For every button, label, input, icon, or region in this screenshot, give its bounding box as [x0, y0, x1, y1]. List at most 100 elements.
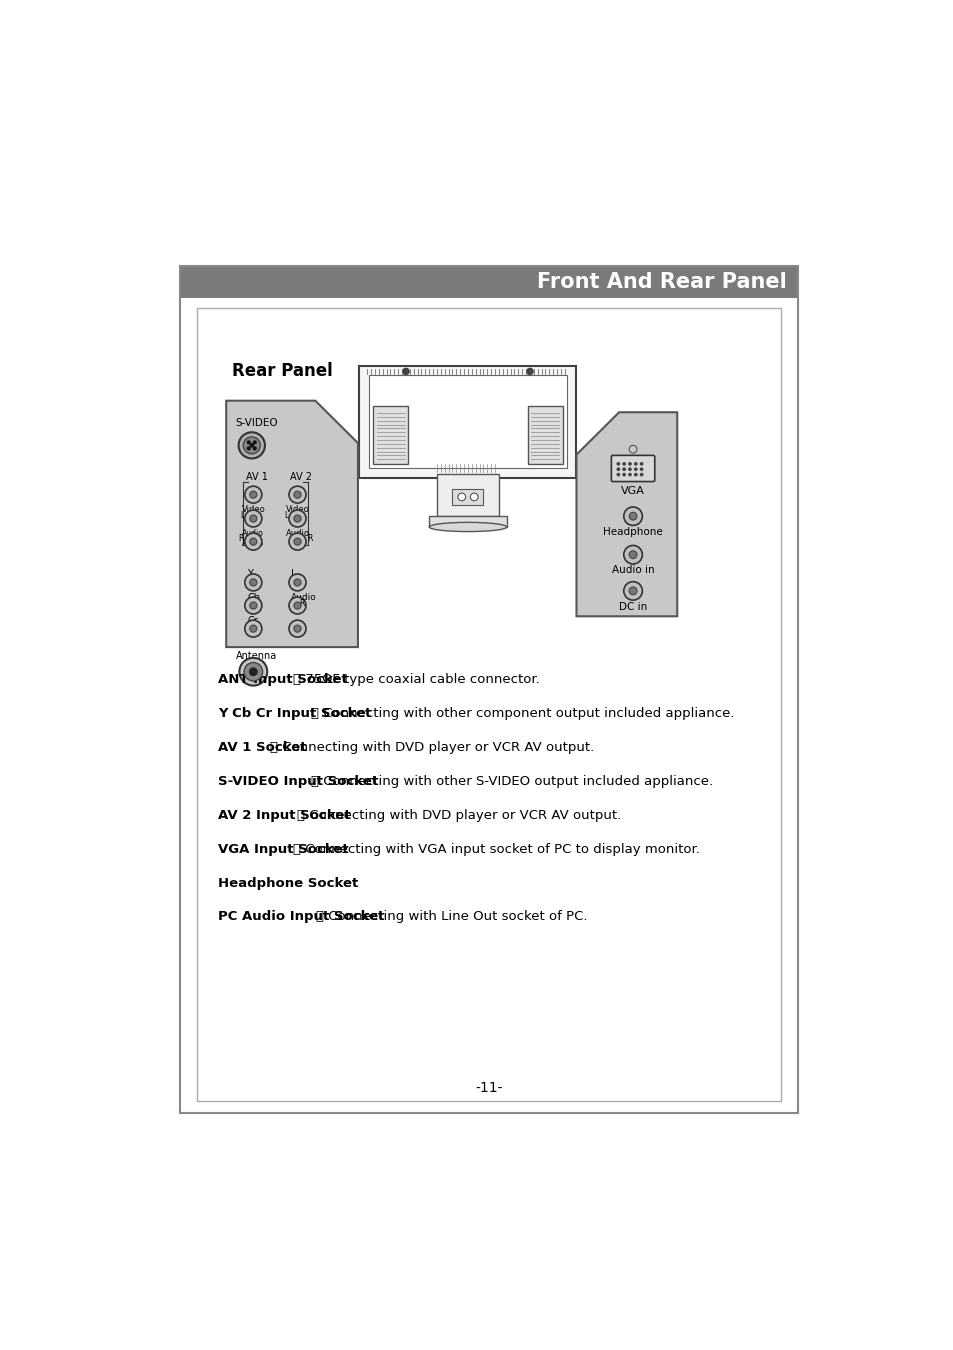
Bar [179, 266, 798, 298]
Text: L: L [239, 510, 244, 520]
Circle shape [244, 663, 262, 680]
Circle shape [294, 579, 301, 586]
Circle shape [250, 491, 256, 498]
Circle shape [294, 491, 301, 498]
FancyBboxPatch shape [611, 455, 654, 482]
Text: ： Connecting with VGA input socket of PC to display monitor.: ： Connecting with VGA input socket of PC… [293, 842, 699, 856]
Text: AV 2 Input Socket: AV 2 Input Socket [218, 809, 351, 822]
Circle shape [250, 625, 256, 632]
Circle shape [402, 369, 409, 374]
Text: ANT Input Socket: ANT Input Socket [218, 674, 348, 686]
Circle shape [245, 574, 261, 591]
Text: Headphone: Headphone [602, 526, 662, 537]
Circle shape [245, 620, 261, 637]
Circle shape [634, 474, 637, 475]
Text: L: L [291, 568, 296, 579]
Text: VGA Input Socket: VGA Input Socket [218, 842, 349, 856]
Text: Audio: Audio [291, 593, 316, 602]
Text: Y: Y [247, 568, 253, 579]
Text: S-VIDEO Input Socket: S-VIDEO Input Socket [218, 775, 378, 788]
Circle shape [250, 539, 256, 545]
Circle shape [250, 444, 253, 447]
Circle shape [639, 463, 642, 464]
Circle shape [245, 533, 261, 549]
Circle shape [457, 493, 465, 501]
Text: ： Connecting with DVD player or VCR AV output.: ： Connecting with DVD player or VCR AV o… [297, 809, 621, 822]
Circle shape [622, 474, 624, 475]
Text: Headphone Socket: Headphone Socket [218, 876, 358, 890]
Circle shape [245, 486, 261, 504]
Circle shape [617, 468, 618, 470]
Circle shape [250, 514, 256, 522]
Text: ： Connecting with other S-VIDEO output included appliance.: ： Connecting with other S-VIDEO output i… [311, 775, 713, 788]
Circle shape [470, 493, 477, 501]
Text: AV 2: AV 2 [290, 471, 312, 482]
Text: Audio in: Audio in [611, 566, 654, 575]
Ellipse shape [429, 522, 506, 532]
Circle shape [294, 514, 301, 522]
Circle shape [250, 602, 256, 609]
Polygon shape [226, 401, 357, 647]
Bar [373, 406, 408, 464]
Circle shape [289, 486, 306, 504]
Circle shape [629, 551, 637, 559]
Circle shape [289, 620, 306, 637]
Text: Audio
AV1/S: Audio AV1/S [242, 528, 264, 548]
Circle shape [243, 437, 260, 454]
Bar [452, 489, 483, 505]
Circle shape [238, 432, 265, 459]
Text: Video: Video [285, 505, 309, 513]
Circle shape [239, 657, 267, 686]
Text: DC in: DC in [618, 602, 646, 612]
Bar [429, 516, 506, 526]
Circle shape [526, 369, 533, 374]
Circle shape [247, 447, 250, 450]
Circle shape [289, 597, 306, 614]
Text: Front And Rear Panel: Front And Rear Panel [537, 273, 785, 292]
Circle shape [245, 597, 261, 614]
Text: Audio: Audio [285, 528, 309, 537]
Text: Y Cb Cr Input Socket: Y Cb Cr Input Socket [218, 707, 372, 720]
Circle shape [622, 468, 624, 470]
Circle shape [289, 533, 306, 549]
Circle shape [253, 441, 256, 444]
Text: S-VIDEO: S-VIDEO [235, 417, 278, 428]
Circle shape [294, 539, 301, 545]
Bar [527, 406, 562, 464]
Circle shape [634, 468, 637, 470]
Text: -11-: -11- [475, 1080, 502, 1095]
Text: AV 1 Socket: AV 1 Socket [218, 741, 307, 755]
Text: R: R [298, 599, 304, 609]
Circle shape [628, 474, 631, 475]
Text: ： Connecting with DVD player or VCR AV output.: ： Connecting with DVD player or VCR AV o… [270, 741, 593, 755]
Text: Antenna: Antenna [235, 651, 276, 661]
Circle shape [629, 512, 637, 520]
Circle shape [294, 602, 301, 609]
Circle shape [294, 625, 301, 632]
Bar [196, 308, 781, 1102]
Text: AV 1: AV 1 [245, 471, 267, 482]
Circle shape [628, 463, 631, 464]
Bar [179, 266, 798, 1112]
Circle shape [639, 468, 642, 470]
Text: VGA: VGA [620, 486, 644, 497]
Circle shape [247, 441, 250, 444]
Text: Rear Panel: Rear Panel [232, 362, 332, 381]
Text: Video: Video [241, 505, 265, 513]
Polygon shape [576, 412, 677, 617]
Circle shape [629, 587, 637, 595]
Circle shape [617, 463, 618, 464]
Bar [436, 474, 498, 516]
Text: ： 75ΩF type coaxial cable connector.: ： 75ΩF type coaxial cable connector. [293, 674, 539, 686]
Text: Cr: Cr [247, 617, 257, 626]
Bar [369, 375, 567, 468]
Circle shape [623, 508, 641, 525]
Circle shape [249, 668, 257, 675]
Circle shape [628, 468, 631, 470]
Circle shape [634, 463, 637, 464]
Text: ： Connecting with other component output included appliance.: ： Connecting with other component output… [311, 707, 734, 720]
Text: R: R [238, 535, 244, 543]
Circle shape [250, 579, 256, 586]
Circle shape [623, 545, 641, 564]
Circle shape [289, 574, 306, 591]
